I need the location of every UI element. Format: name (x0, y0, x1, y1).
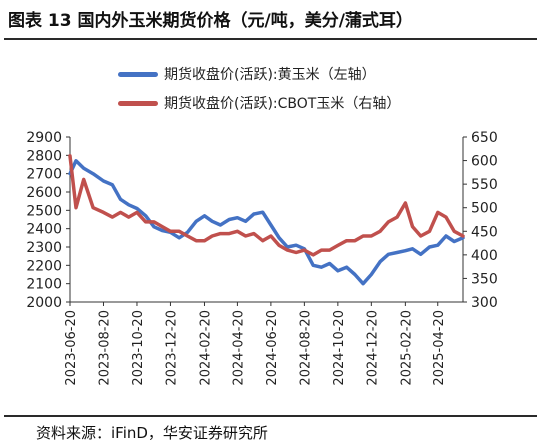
x-tick-label: 2023-10-20 (131, 310, 146, 386)
x-tick-label: 2025-04-20 (432, 310, 447, 386)
x-tick-label: 2023-06-20 (64, 310, 79, 386)
y-left-tick-label: 2900 (26, 130, 62, 146)
footer-divider (4, 415, 537, 417)
y-left-tick-label: 2400 (26, 222, 62, 238)
y-left-tick-label: 2600 (26, 185, 62, 201)
x-tick-label: 2023-08-20 (97, 310, 112, 386)
x-tick-label: 2024-02-20 (198, 310, 213, 386)
legend-swatch-red (118, 100, 158, 106)
series-line-corn-dce (68, 159, 465, 286)
chart-axes (66, 136, 467, 306)
legend-label-cbot: 期货收盘价(活跃):CBOT玉米（右轴） (164, 96, 401, 112)
legend-swatch-blue (118, 71, 158, 77)
y-right-tick-label: 350 (471, 271, 498, 287)
x-tick-label: 2025-02-20 (399, 310, 414, 386)
legend-label-corn-dce: 期货收盘价(活跃):黄玉米（左轴） (164, 67, 376, 83)
y-left-tick-label: 2200 (26, 258, 62, 274)
y-left-tick-label: 2000 (26, 295, 62, 311)
x-tick-label: 2024-06-20 (265, 310, 280, 386)
y-right-tick-label: 400 (471, 248, 498, 264)
chart-title: 图表 13 国内外玉米期货价格（元/吨，美分/蒲式耳） (8, 11, 413, 31)
y-right-tick-label: 600 (471, 154, 498, 170)
y-right-tick-label: 450 (471, 224, 498, 240)
x-tick-label: 2023-12-20 (164, 310, 179, 386)
chart-series (68, 154, 465, 286)
y-left-tick-label: 2500 (26, 203, 62, 219)
y-right-tick-label: 500 (471, 201, 498, 217)
legend-item-cbot: 期货收盘价(活跃):CBOT玉米（右轴） (118, 93, 400, 113)
x-tick-label: 2024-04-20 (231, 310, 246, 386)
y-left-tick-label: 2100 (26, 277, 62, 293)
x-tick-label: 2024-12-20 (365, 310, 380, 386)
legend-item-corn-dce: 期货收盘价(活跃):黄玉米（左轴） (118, 64, 376, 84)
x-tick-label: 2024-10-20 (332, 310, 347, 386)
y-left-tick-label: 2300 (26, 240, 62, 256)
y-right-tick-label: 650 (471, 130, 498, 146)
x-tick-label: 2024-08-20 (298, 310, 313, 386)
series-line-cbot (68, 154, 465, 257)
title-divider (4, 38, 537, 40)
y-right-tick-label: 300 (471, 295, 498, 311)
source-note: 资料来源：iFinD，华安证券研究所 (36, 424, 268, 442)
y-left-tick-label: 2700 (26, 167, 62, 183)
y-left-tick-label: 2800 (26, 148, 62, 164)
y-right-tick-label: 550 (471, 177, 498, 193)
chart-tick-labels: 2000 2100 2200 2300 2400 2500 2600 2700 2800 2900… (26, 130, 497, 386)
